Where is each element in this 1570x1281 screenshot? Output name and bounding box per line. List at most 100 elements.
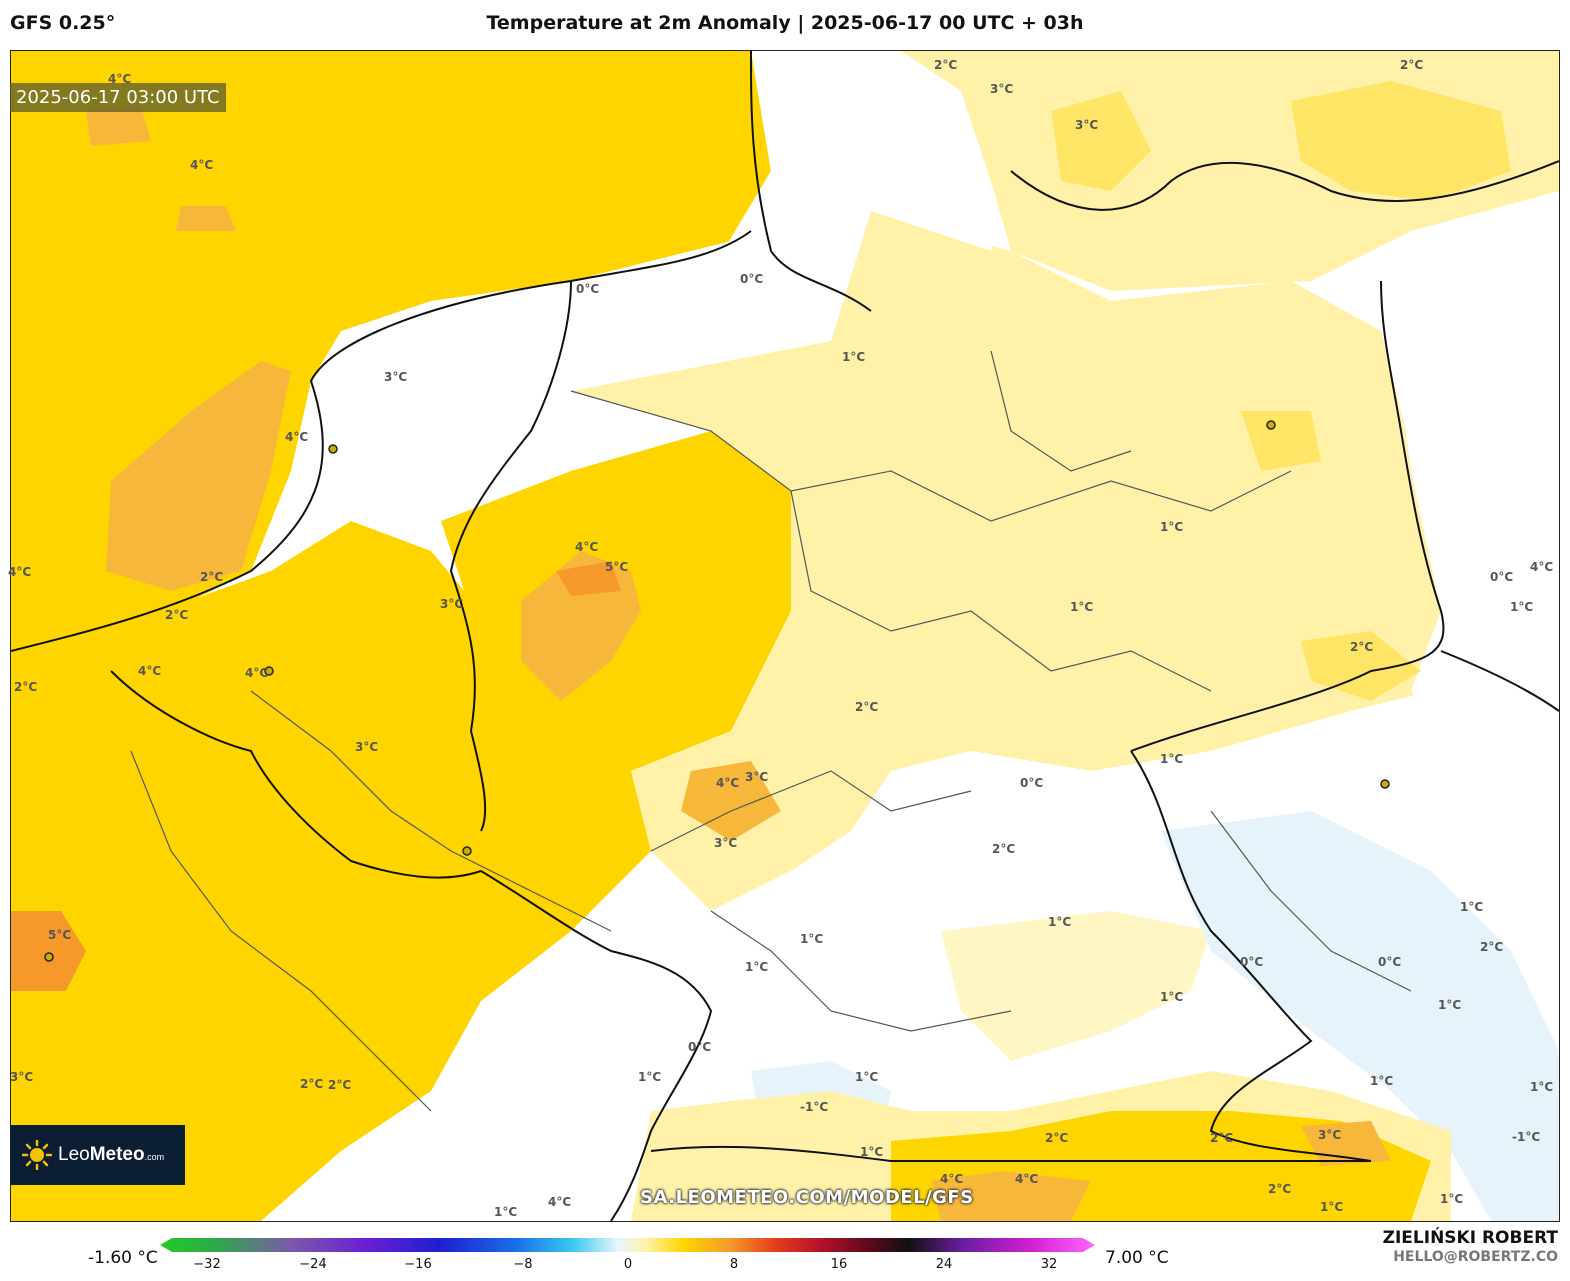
contour-label: 1°C (1048, 915, 1072, 929)
leometeo-logo: LeoMeteo.com (10, 1125, 185, 1185)
contour-label: 2°C (1268, 1182, 1292, 1196)
contour-label: 5°C (48, 928, 72, 942)
city-markers (44, 420, 1390, 962)
zone-central-pale (571, 211, 1451, 911)
zone-north-white (571, 51, 1011, 391)
contour-label: 4°C (8, 565, 32, 579)
colorbar-tick: −24 (299, 1257, 327, 1272)
contour-label: 4°C (108, 72, 132, 86)
contour-label: 2°C (1400, 58, 1424, 72)
colorbar-min-label: -1.60 °C (88, 1248, 158, 1268)
contour-label: 2°C (200, 570, 224, 584)
contour-label: 1°C (800, 932, 824, 946)
contour-label: 3°C (384, 370, 408, 384)
contour-label: 1°C (855, 1070, 879, 1084)
contour-label: 0°C (1490, 570, 1514, 584)
colorbar-max-label: 7.00 °C (1105, 1248, 1169, 1268)
contour-label: 2°C (14, 680, 38, 694)
contour-label: 2°C (934, 58, 958, 72)
anomaly-map (11, 51, 1559, 1221)
colorbar-tick: 0 (623, 1257, 633, 1272)
zone-sea-orange-3 (176, 206, 236, 231)
contour-label: 1°C (745, 960, 769, 974)
colorbar-tick: 24 (935, 1257, 953, 1272)
contour-label: 1°C (842, 350, 866, 364)
contour-label: 3°C (990, 82, 1014, 96)
colorbar (160, 1238, 1095, 1252)
map-title: Temperature at 2m Anomaly | 2025-06-17 0… (486, 12, 1084, 34)
contour-label: 1°C (1438, 998, 1462, 1012)
contour-label: 1°C (1530, 1080, 1554, 1094)
contour-label: 4°C (940, 1172, 964, 1186)
sun-icon (21, 1139, 53, 1171)
zone-poland-yellow-1 (1241, 411, 1321, 471)
colorbar-tick: −32 (193, 1257, 221, 1272)
contour-label: 3°C (745, 770, 769, 784)
zone-czech-blue (1161, 811, 1559, 1221)
zone-lux-orange (681, 761, 781, 841)
colorbar-tick: −16 (404, 1257, 432, 1272)
map-canvas[interactable] (10, 50, 1560, 1222)
contour-label: 1°C (1320, 1200, 1344, 1214)
contour-label: 4°C (138, 664, 162, 678)
contour-label: 3°C (440, 597, 464, 611)
zone-poland-yellow-2 (1301, 631, 1421, 701)
author-credit: ZIELIŃSKI ROBERT (1382, 1228, 1558, 1248)
contour-label: 4°C (1015, 1172, 1039, 1186)
contour-label: 1°C (494, 1205, 518, 1219)
zone-sea-orange (106, 361, 291, 591)
colorbar-tick: 32 (1040, 1257, 1058, 1272)
contour-label: 1°C (1370, 1074, 1394, 1088)
contour-label: 0°C (1378, 955, 1402, 969)
contour-label: 1°C (1510, 600, 1534, 614)
contour-label: 2°C (300, 1077, 324, 1091)
zone-sea-orange-2 (86, 106, 151, 146)
contour-label: 4°C (575, 540, 599, 554)
contour-label: 1°C (1160, 520, 1184, 534)
watermark-url: SA.LEOMETEO.COM/MODEL/GFS (640, 1187, 974, 1208)
contour-label: 2°C (992, 842, 1016, 856)
contour-label: 2°C (1210, 1131, 1234, 1145)
colorbar-tick: 8 (729, 1257, 739, 1272)
contour-label: 1°C (1160, 752, 1184, 766)
contour-label: 1°C (860, 1145, 884, 1159)
contour-label: 2°C (1045, 1131, 1069, 1145)
zone-poland-white (1391, 301, 1559, 751)
zone-baltic-yellow (1051, 91, 1151, 191)
logo-text: LeoMeteo.com (58, 1144, 165, 1165)
zone-alps-orange (931, 1171, 1091, 1221)
colorbar-tick: 16 (830, 1257, 848, 1272)
contour-label: 3°C (714, 836, 738, 850)
contour-label: 3°C (355, 740, 379, 754)
contour-label: 3°C (1075, 118, 1099, 132)
contour-label: 0°C (688, 1040, 712, 1054)
contour-label: 0°C (1240, 955, 1264, 969)
contour-label: 4°C (1530, 560, 1554, 574)
contour-label: 0°C (740, 272, 764, 286)
contour-label: 2°C (328, 1078, 352, 1092)
contour-label: -1°C (1512, 1130, 1541, 1144)
contour-label: 0°C (1020, 776, 1044, 790)
contour-label: 1°C (1160, 990, 1184, 1004)
contour-label: 5°C (605, 560, 629, 574)
zone-south-pale (941, 911, 1211, 1061)
zone-west-land (11, 521, 651, 1221)
contour-label: 0°C (576, 282, 600, 296)
contour-label: 4°C (285, 430, 309, 444)
contour-label: 4°C (245, 666, 269, 680)
contour-label: 2°C (165, 608, 189, 622)
contour-label: 1°C (1440, 1192, 1464, 1206)
contour-label: 2°C (1350, 640, 1374, 654)
contour-label: 1°C (1070, 600, 1094, 614)
contour-label: 1°C (1460, 900, 1484, 914)
contour-label: -1°C (800, 1100, 829, 1114)
model-label: GFS 0.25° (10, 12, 116, 34)
colorbar-tick: −8 (513, 1257, 533, 1272)
colorbar-ticks: −32 −24 −16 −8 0 8 16 24 32 (0, 1257, 1570, 1281)
contour-label: 3°C (10, 1070, 34, 1084)
contour-label: 4°C (190, 158, 214, 172)
zone-baltic-yellow-2 (1291, 81, 1511, 201)
zone-rhine-deep (556, 561, 621, 596)
contour-label: 4°C (548, 1195, 572, 1209)
author-email: HELLO@ROBERTZ.CO (1393, 1249, 1558, 1265)
